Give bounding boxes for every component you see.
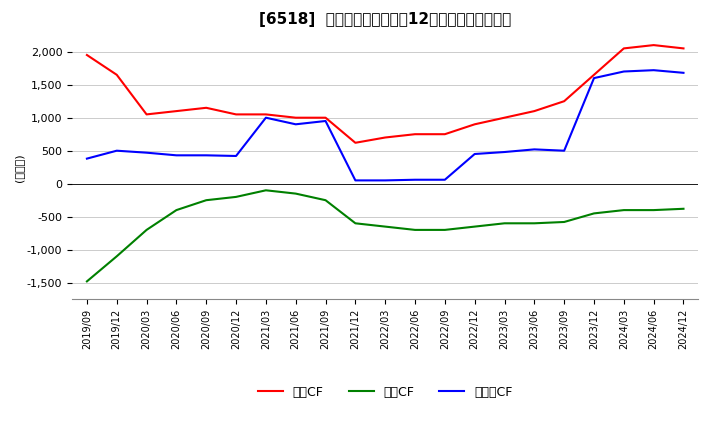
- 投資CF: [441, 227, 449, 232]
- フリーCF: [172, 153, 181, 158]
- 営業CF: [321, 115, 330, 120]
- 営業CF: [172, 108, 181, 114]
- フリーCF: [619, 69, 628, 74]
- 投資CF: [590, 211, 598, 216]
- フリーCF: [261, 115, 270, 120]
- 営業CF: [351, 140, 360, 145]
- フリーCF: [292, 121, 300, 127]
- 投資CF: [381, 224, 390, 229]
- フリーCF: [232, 153, 240, 158]
- フリーCF: [112, 148, 121, 153]
- 営業CF: [470, 121, 479, 127]
- 営業CF: [83, 52, 91, 58]
- 投資CF: [112, 253, 121, 259]
- 投資CF: [232, 194, 240, 199]
- フリーCF: [381, 178, 390, 183]
- フリーCF: [679, 70, 688, 75]
- 投資CF: [83, 279, 91, 284]
- 投資CF: [143, 227, 151, 232]
- 営業CF: [202, 105, 210, 110]
- 営業CF: [410, 132, 419, 137]
- 営業CF: [261, 112, 270, 117]
- 投資CF: [530, 220, 539, 226]
- 投資CF: [261, 187, 270, 193]
- 営業CF: [441, 132, 449, 137]
- 営業CF: [590, 72, 598, 77]
- フリーCF: [560, 148, 569, 153]
- 投資CF: [500, 220, 509, 226]
- Title: [6518]  キャッシュフローの12か月移動合計の推移: [6518] キャッシュフローの12か月移動合計の推移: [259, 12, 511, 27]
- 営業CF: [530, 108, 539, 114]
- 投資CF: [679, 206, 688, 211]
- Line: フリーCF: フリーCF: [87, 70, 683, 180]
- 営業CF: [112, 72, 121, 77]
- フリーCF: [530, 147, 539, 152]
- 投資CF: [351, 220, 360, 226]
- 営業CF: [500, 115, 509, 120]
- 投資CF: [619, 207, 628, 213]
- フリーCF: [470, 151, 479, 157]
- 投資CF: [292, 191, 300, 196]
- 営業CF: [560, 99, 569, 104]
- Line: 投資CF: 投資CF: [87, 190, 683, 282]
- 営業CF: [679, 46, 688, 51]
- 営業CF: [292, 115, 300, 120]
- Legend: 営業CF, 投資CF, フリーCF: 営業CF, 投資CF, フリーCF: [253, 381, 518, 404]
- フリーCF: [649, 67, 658, 73]
- 営業CF: [143, 112, 151, 117]
- 投資CF: [321, 198, 330, 203]
- 投資CF: [202, 198, 210, 203]
- 営業CF: [232, 112, 240, 117]
- フリーCF: [351, 178, 360, 183]
- 営業CF: [619, 46, 628, 51]
- Line: 営業CF: 営業CF: [87, 45, 683, 143]
- 営業CF: [649, 42, 658, 48]
- 投資CF: [649, 207, 658, 213]
- フリーCF: [143, 150, 151, 155]
- Y-axis label: (百万円): (百万円): [14, 153, 24, 182]
- 投資CF: [172, 207, 181, 213]
- フリーCF: [202, 153, 210, 158]
- フリーCF: [590, 75, 598, 81]
- フリーCF: [83, 156, 91, 161]
- 営業CF: [381, 135, 390, 140]
- フリーCF: [410, 177, 419, 182]
- 投資CF: [470, 224, 479, 229]
- フリーCF: [441, 177, 449, 182]
- 投資CF: [560, 219, 569, 224]
- フリーCF: [500, 149, 509, 154]
- 投資CF: [410, 227, 419, 232]
- フリーCF: [321, 118, 330, 124]
